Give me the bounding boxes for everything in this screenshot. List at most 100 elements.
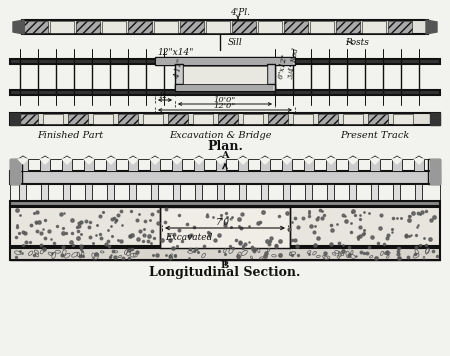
Bar xyxy=(348,159,358,171)
Bar xyxy=(19,184,26,201)
Bar xyxy=(50,21,74,33)
Bar xyxy=(193,114,213,124)
Text: Excavation & Bridge: Excavation & Bridge xyxy=(169,131,271,140)
Polygon shape xyxy=(304,159,314,164)
Bar xyxy=(343,114,363,124)
Polygon shape xyxy=(84,159,94,164)
Text: Sill: Sill xyxy=(228,38,243,47)
Bar xyxy=(310,21,334,33)
Bar xyxy=(216,159,226,171)
Bar xyxy=(24,21,48,33)
Bar xyxy=(63,184,70,201)
Bar xyxy=(388,21,412,33)
Bar xyxy=(10,159,22,184)
Bar xyxy=(258,21,282,33)
Text: 4'11": 4'11" xyxy=(173,58,184,79)
Polygon shape xyxy=(326,159,336,164)
Polygon shape xyxy=(128,159,138,164)
Bar xyxy=(362,21,386,33)
Bar xyxy=(336,21,360,33)
Bar xyxy=(85,184,92,201)
Polygon shape xyxy=(13,20,24,34)
Bar xyxy=(10,59,440,64)
Bar xyxy=(128,21,152,33)
Bar xyxy=(150,159,160,171)
Bar xyxy=(10,113,440,125)
Bar xyxy=(128,159,138,171)
Bar xyxy=(154,21,178,33)
Bar xyxy=(195,184,202,201)
Bar xyxy=(260,159,270,171)
Bar xyxy=(10,159,440,260)
Bar xyxy=(368,114,388,124)
Text: A: A xyxy=(221,151,229,160)
Bar xyxy=(392,159,402,171)
Text: Excavated: Excavated xyxy=(165,233,212,242)
Text: 4'Pl.: 4'Pl. xyxy=(230,8,250,17)
Text: 12'0": 12'0" xyxy=(214,102,236,110)
Bar xyxy=(10,90,440,95)
Text: 6"x12": 6"x12" xyxy=(277,52,289,79)
Bar xyxy=(283,184,290,201)
Bar xyxy=(371,184,378,201)
Bar xyxy=(84,159,94,171)
Bar xyxy=(305,184,312,201)
Polygon shape xyxy=(18,159,28,164)
Bar xyxy=(93,114,113,124)
Text: 12": 12" xyxy=(159,92,171,100)
Text: 7'0": 7'0" xyxy=(216,218,234,227)
Polygon shape xyxy=(40,159,50,164)
Bar xyxy=(326,159,336,171)
Bar xyxy=(318,114,338,124)
Bar xyxy=(106,159,116,171)
Bar xyxy=(194,159,204,171)
Bar xyxy=(282,159,292,171)
Bar xyxy=(10,248,440,260)
Bar xyxy=(239,184,246,201)
Bar xyxy=(180,21,204,33)
Polygon shape xyxy=(106,159,116,164)
Bar xyxy=(10,201,440,206)
Bar xyxy=(304,159,314,171)
Bar xyxy=(155,57,295,65)
Bar xyxy=(206,21,230,33)
Bar xyxy=(393,184,400,201)
Bar xyxy=(284,21,308,33)
Text: 12"x14": 12"x14" xyxy=(157,48,194,57)
Polygon shape xyxy=(194,159,204,164)
Text: B: B xyxy=(221,261,229,270)
Polygon shape xyxy=(260,159,270,164)
Polygon shape xyxy=(10,159,20,184)
Bar xyxy=(177,86,273,90)
Bar xyxy=(327,184,334,201)
Bar xyxy=(172,159,182,171)
Bar xyxy=(232,21,256,33)
Bar xyxy=(129,184,136,201)
Bar xyxy=(143,114,163,124)
Bar xyxy=(370,159,380,171)
Bar xyxy=(62,159,72,171)
Bar xyxy=(40,159,50,171)
Text: Plan.: Plan. xyxy=(207,140,243,153)
Polygon shape xyxy=(426,20,437,34)
Polygon shape xyxy=(430,113,440,125)
Text: Posts: Posts xyxy=(345,38,369,47)
Bar xyxy=(261,184,268,201)
Bar xyxy=(118,114,138,124)
Polygon shape xyxy=(392,159,402,164)
Bar xyxy=(10,171,440,184)
Bar xyxy=(293,114,313,124)
Bar xyxy=(183,66,267,84)
Bar xyxy=(175,84,275,91)
Bar xyxy=(102,21,126,33)
Polygon shape xyxy=(238,159,248,164)
Bar xyxy=(393,114,413,124)
Bar xyxy=(18,159,28,171)
Bar xyxy=(10,207,440,246)
Polygon shape xyxy=(216,159,226,164)
Bar xyxy=(157,58,293,64)
Polygon shape xyxy=(430,159,440,184)
Bar xyxy=(428,159,440,184)
Bar xyxy=(349,184,356,201)
Bar xyxy=(18,114,38,124)
